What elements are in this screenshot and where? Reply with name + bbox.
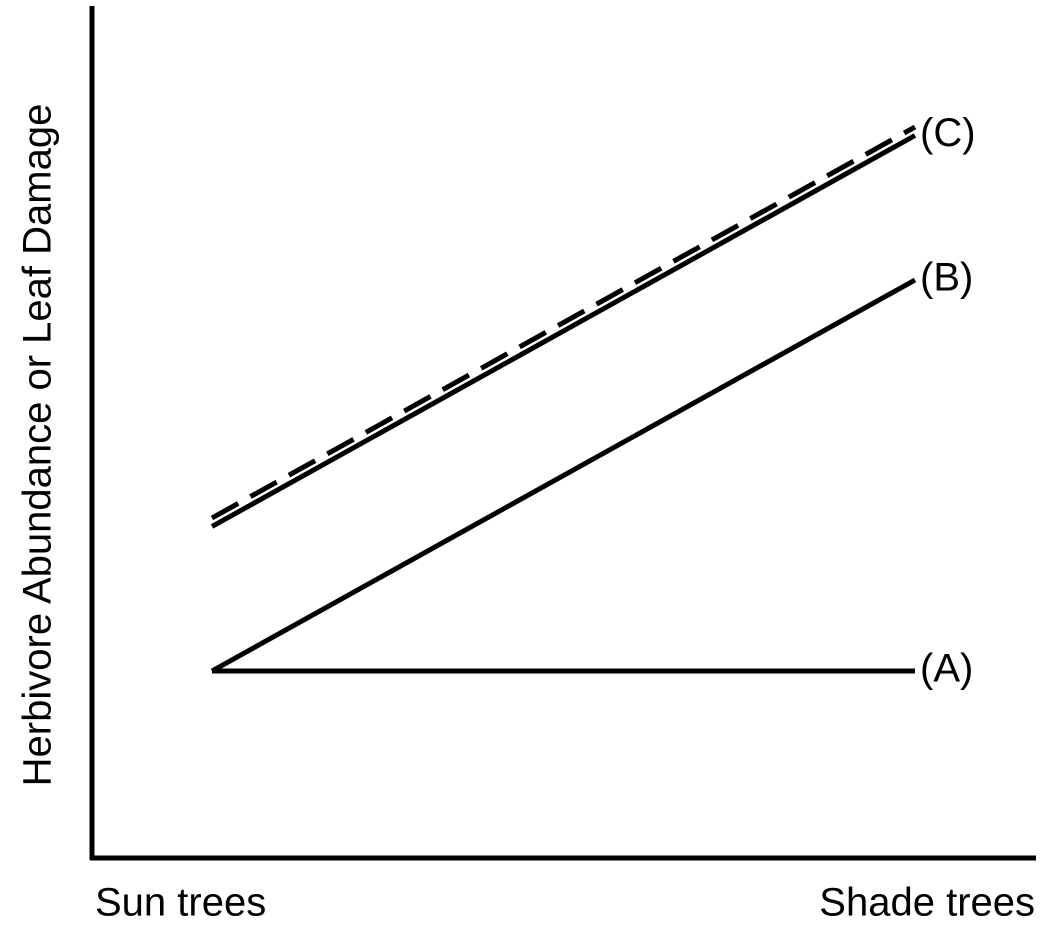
series-line — [210, 124, 917, 521]
series-label: (C) — [920, 111, 976, 155]
series-label: (B) — [920, 256, 973, 300]
series-label: (A) — [920, 647, 973, 691]
series-line — [210, 133, 917, 529]
x-tick-label: Shade trees — [819, 881, 1035, 925]
series-line — [210, 277, 917, 674]
x-tick-label: Sun trees — [95, 881, 266, 925]
y-axis-title: Herbivore Abundance or Leaf Damage — [16, 104, 60, 787]
